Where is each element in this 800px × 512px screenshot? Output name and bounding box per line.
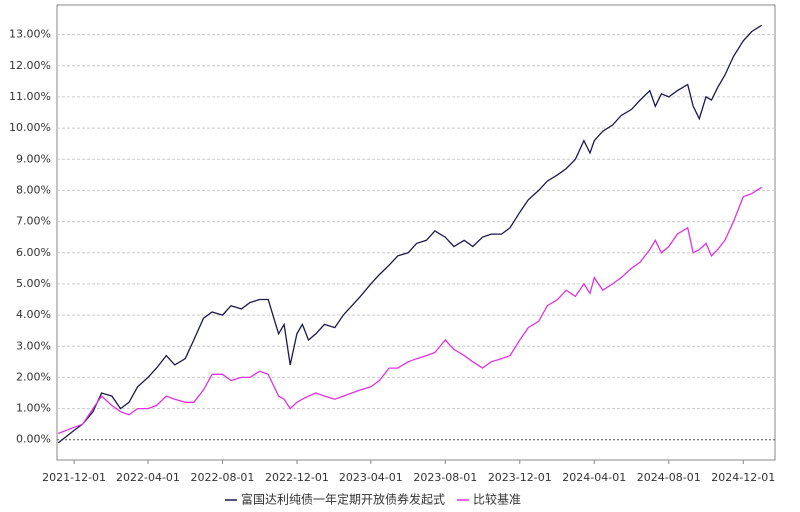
legend-label: 富国达利纯债一年定期开放债券发起式 xyxy=(241,492,445,507)
x-tick-label: 2023-08-01 xyxy=(413,471,477,484)
y-tick-label: 13.00% xyxy=(9,28,51,41)
legend-label: 比较基准 xyxy=(473,492,521,507)
y-tick-label: 11.00% xyxy=(9,90,51,103)
x-tick-label: 2022-04-01 xyxy=(116,471,180,484)
y-tick-label: 9.00% xyxy=(16,152,51,165)
x-tick-label: 2022-08-01 xyxy=(190,471,254,484)
y-tick-label: 6.00% xyxy=(16,246,51,259)
y-tick-label: 8.00% xyxy=(16,183,51,196)
y-tick-label: 7.00% xyxy=(16,215,51,228)
y-tick-label: 4.00% xyxy=(16,308,51,321)
y-tick-label: 1.00% xyxy=(16,402,51,415)
x-tick-label: 2022-12-01 xyxy=(265,471,329,484)
y-tick-label: 10.00% xyxy=(9,121,51,134)
y-tick-label: 0.00% xyxy=(16,433,51,446)
y-tick-label: 12.00% xyxy=(9,59,51,72)
x-tick-label: 2021-12-01 xyxy=(42,471,106,484)
y-tick-label: 3.00% xyxy=(16,339,51,352)
plot-frame xyxy=(56,4,776,461)
x-tick-label: 2023-12-01 xyxy=(488,471,552,484)
y-tick-label: 5.00% xyxy=(16,277,51,290)
series-line xyxy=(57,186,762,435)
x-tick-label: 2024-08-01 xyxy=(637,471,701,484)
x-tick-label: 2023-04-01 xyxy=(339,471,403,484)
y-tick-label: 2.00% xyxy=(16,370,51,383)
x-tick-label: 2024-04-01 xyxy=(562,471,626,484)
x-tick-label: 2024-12-01 xyxy=(711,471,775,484)
series-line xyxy=(57,24,762,444)
